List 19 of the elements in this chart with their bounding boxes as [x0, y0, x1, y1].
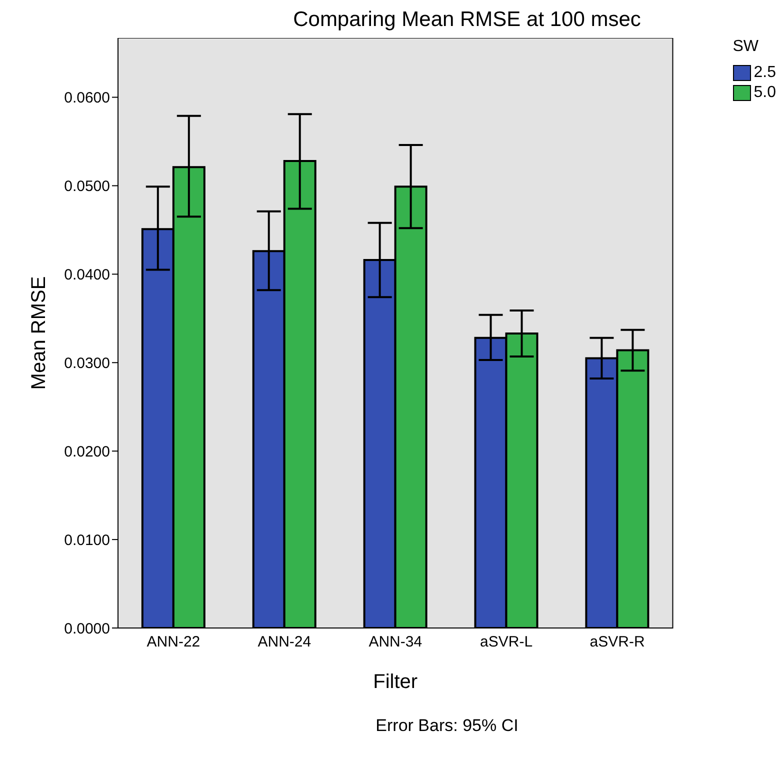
y-axis-title: Mean RMSE [28, 276, 50, 390]
legend-title: SW [732, 38, 760, 56]
text: Error Bars: 95% CI [374, 716, 520, 736]
x-tick-label: aSVR-L [480, 634, 533, 651]
y-tick-label: 0.0500 [64, 178, 110, 196]
y-tick-label: 0.0200 [64, 443, 110, 460]
x-tick-label: aSVR-R [590, 634, 645, 651]
x-tick-label: ANN-24 [258, 634, 312, 651]
y-tick-label: 0.0300 [64, 354, 110, 372]
y-tick-label: 0.0400 [64, 266, 110, 284]
x-axis-title: Filter [373, 671, 418, 693]
x-tick-label: ANN-22 [146, 634, 200, 651]
legend-label: 2.5 [752, 64, 776, 82]
y-tick-label: 0.0000 [64, 620, 110, 638]
y-tick-label: 0.0100 [64, 532, 110, 549]
chart-title: Comparing Mean RMSE at 100 msec [292, 8, 642, 33]
x-tick-label: ANN-34 [368, 634, 422, 651]
y-tick-label: 0.0600 [64, 90, 110, 107]
legend-label: 5.0 [752, 84, 776, 102]
